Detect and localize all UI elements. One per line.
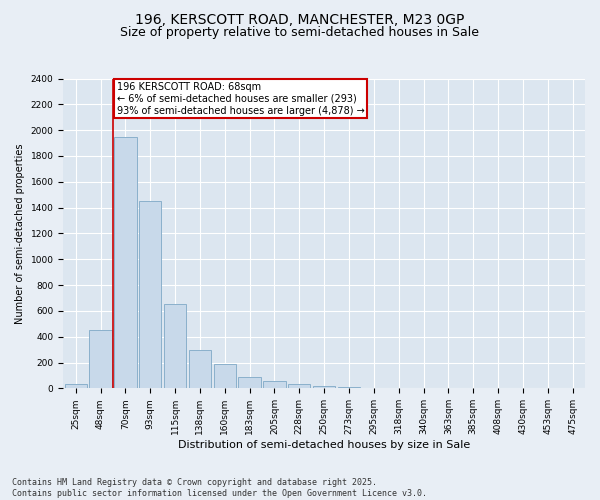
Y-axis label: Number of semi-detached properties: Number of semi-detached properties (15, 143, 25, 324)
Text: 196 KERSCOTT ROAD: 68sqm
← 6% of semi-detached houses are smaller (293)
93% of s: 196 KERSCOTT ROAD: 68sqm ← 6% of semi-de… (116, 82, 364, 116)
Bar (89, 330, 112, 388)
Bar (263, 381, 286, 388)
Text: Size of property relative to semi-detached houses in Sale: Size of property relative to semi-detach… (121, 26, 479, 39)
Bar (189, 350, 211, 389)
Bar (65, 384, 87, 388)
Text: Contains HM Land Registry data © Crown copyright and database right 2025.
Contai: Contains HM Land Registry data © Crown c… (12, 478, 427, 498)
Bar (288, 384, 310, 388)
Bar (164, 304, 186, 388)
Bar (139, 201, 161, 388)
X-axis label: Distribution of semi-detached houses by size in Sale: Distribution of semi-detached houses by … (178, 440, 470, 450)
Bar (114, 136, 137, 388)
Bar (214, 364, 236, 388)
Text: 196, KERSCOTT ROAD, MANCHESTER, M23 0GP: 196, KERSCOTT ROAD, MANCHESTER, M23 0GP (136, 12, 464, 26)
Bar (338, 387, 360, 388)
Bar (238, 376, 261, 388)
Bar (313, 386, 335, 388)
